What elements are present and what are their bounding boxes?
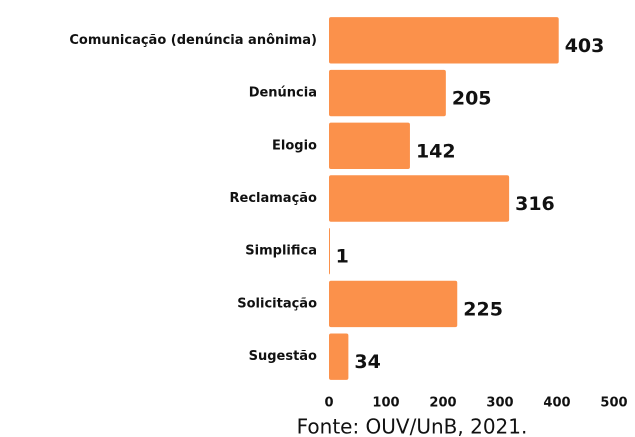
x-tick-label: 500	[600, 396, 627, 411]
y-tick-label: Solicitação	[237, 296, 317, 311]
value-label: 403	[565, 35, 605, 57]
y-tick-label: Simplifica	[245, 244, 317, 259]
value-label: 1	[336, 246, 349, 268]
value-label: 225	[463, 298, 503, 320]
x-tick-label: 200	[429, 396, 456, 411]
source: Fonte: OUV/UnB, 2021.	[297, 415, 528, 437]
value-label: 316	[515, 193, 555, 215]
value-label: 34	[354, 351, 380, 373]
x-tick-label: 300	[486, 396, 513, 411]
y-tick-label: Comunicação (denúncia anônima)	[69, 33, 317, 48]
bar	[329, 17, 559, 64]
y-tick-label: Reclamação	[230, 191, 318, 206]
value-label: 142	[416, 140, 456, 162]
x-tick-label: 100	[372, 396, 399, 411]
bar	[329, 280, 458, 328]
bar	[329, 228, 330, 275]
x-tick-label: 400	[543, 396, 570, 411]
bar	[329, 122, 410, 169]
bar	[329, 333, 349, 380]
value-label: 205	[452, 88, 492, 110]
y-tick-label: Sugestão	[249, 349, 317, 364]
bar	[329, 69, 446, 117]
bar	[329, 175, 510, 222]
x-tick-label: 0	[324, 396, 333, 411]
y-tick-label: Elogio	[272, 138, 317, 153]
y-tick-label: Denúncia	[249, 86, 317, 101]
